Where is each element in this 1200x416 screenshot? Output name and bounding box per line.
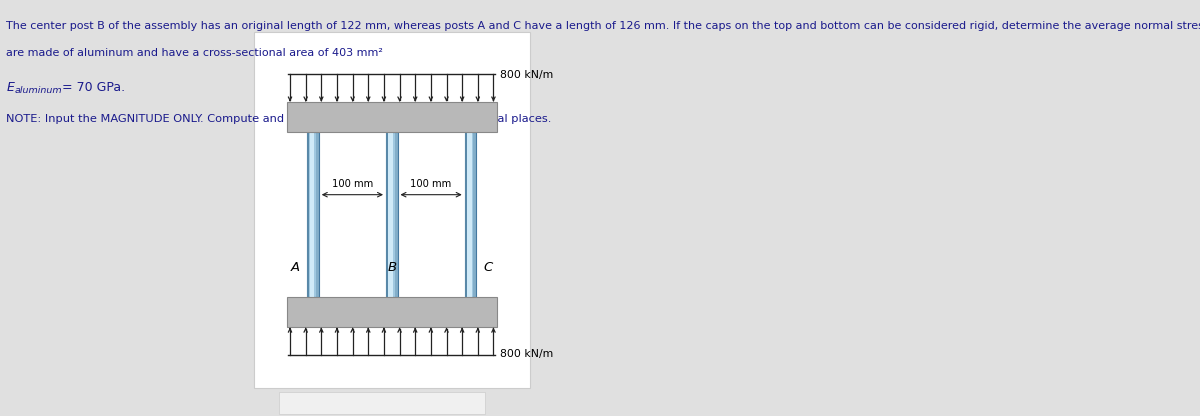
Text: = 70 GPa.: = 70 GPa. bbox=[58, 81, 125, 94]
Text: 100 mm: 100 mm bbox=[331, 179, 373, 189]
Bar bbox=[467, 132, 472, 297]
Bar bbox=[307, 132, 310, 297]
Bar bbox=[280, 392, 485, 414]
Text: E: E bbox=[6, 81, 14, 94]
Text: NOTE: Input the MAGNITUDE ONLY. Compute and express your final answer in 5 decim: NOTE: Input the MAGNITUDE ONLY. Compute … bbox=[6, 114, 552, 124]
Text: A: A bbox=[290, 261, 300, 274]
Bar bbox=[389, 132, 394, 297]
Bar bbox=[473, 132, 476, 297]
Text: The center post B of the assembly has an original length of 122 mm, whereas post: The center post B of the assembly has an… bbox=[6, 21, 1200, 31]
Text: 800 kN/m: 800 kN/m bbox=[500, 69, 553, 80]
Text: aluminum: aluminum bbox=[14, 86, 61, 95]
Bar bbox=[386, 132, 388, 297]
Bar bbox=[307, 132, 319, 297]
Bar bbox=[287, 102, 497, 132]
Bar bbox=[464, 132, 476, 297]
Bar bbox=[310, 132, 314, 297]
Text: are made of aluminum and have a cross-sectional area of 403 mm²: are made of aluminum and have a cross-se… bbox=[6, 48, 383, 58]
Bar bbox=[287, 297, 497, 327]
Text: 100 mm: 100 mm bbox=[410, 179, 451, 189]
Text: C: C bbox=[484, 261, 493, 274]
Text: 800 kN/m: 800 kN/m bbox=[500, 349, 553, 359]
Bar bbox=[316, 132, 319, 297]
Bar bbox=[253, 32, 530, 388]
Bar bbox=[395, 132, 397, 297]
Bar bbox=[386, 132, 397, 297]
Bar bbox=[464, 132, 467, 297]
Text: B: B bbox=[388, 261, 396, 274]
